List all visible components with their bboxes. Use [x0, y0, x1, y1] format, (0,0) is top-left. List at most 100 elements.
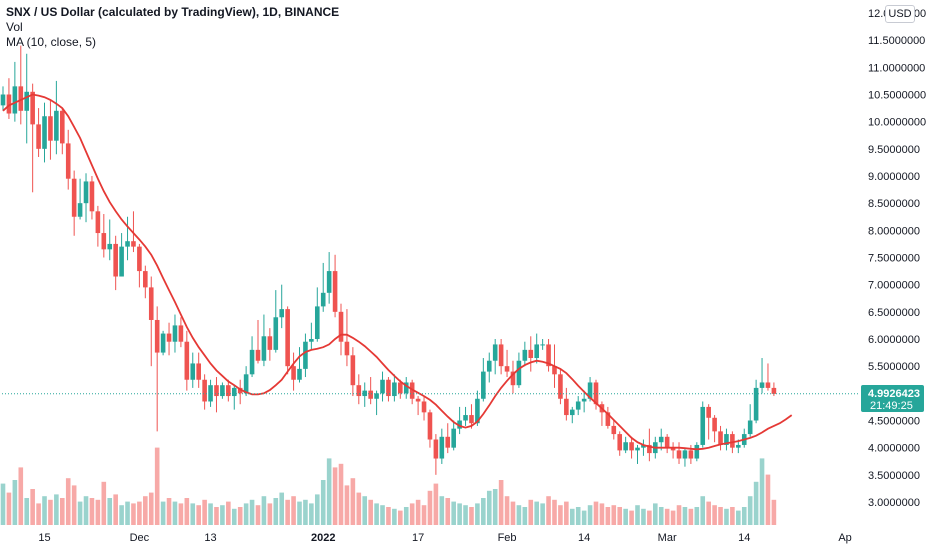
candle-body	[231, 387, 237, 397]
candle-countdown: 21:49:25	[870, 400, 913, 412]
volume-bar	[409, 503, 415, 525]
candle-body	[486, 360, 492, 372]
candle-body	[83, 181, 89, 204]
y-tick-label: 10.5000000	[868, 90, 926, 102]
candle-body	[629, 442, 634, 451]
candle-body	[463, 415, 468, 421]
candle-body	[166, 333, 172, 342]
volume-bar	[107, 498, 113, 525]
candle-body	[421, 401, 427, 413]
volume-bar	[380, 505, 385, 525]
volume-bar	[682, 507, 688, 525]
volume-bar	[635, 505, 640, 525]
candle-body	[664, 436, 670, 448]
candle-body	[368, 390, 373, 399]
volume-bar	[730, 507, 735, 525]
candle-body	[303, 341, 308, 369]
volume-bar	[724, 508, 729, 525]
volume-bar	[184, 498, 190, 525]
y-tick-label: 7.5000000	[868, 253, 920, 265]
volume-indicator-label[interactable]: Vol	[6, 20, 23, 34]
candle-body	[131, 241, 136, 247]
volume-bar	[457, 503, 462, 525]
candle-body	[415, 398, 421, 402]
volume-bar	[439, 496, 445, 525]
y-tick-label: 9.0000000	[868, 171, 920, 183]
volume-bar	[569, 508, 575, 525]
x-tick-label: 14	[738, 532, 750, 544]
volume-bar	[154, 447, 160, 525]
volume-bar	[226, 501, 231, 525]
volume-bar	[338, 463, 344, 525]
candle-body	[261, 336, 267, 361]
volume-bar	[356, 492, 362, 525]
candle-body	[113, 243, 118, 277]
volume-bar	[362, 496, 368, 525]
candle-body	[546, 344, 551, 367]
volume-bar	[469, 507, 474, 525]
volume-bar	[398, 510, 403, 525]
x-tick-label: 13	[204, 532, 216, 544]
y-tick-label: 3.0000000	[868, 497, 920, 509]
volume-bar	[143, 496, 148, 525]
candle-body	[623, 442, 628, 451]
candle-body	[291, 366, 296, 380]
candle-body	[469, 415, 474, 424]
volume-bar	[528, 499, 534, 525]
candle-body	[498, 344, 504, 367]
candle-body	[208, 385, 213, 402]
volume-bar	[368, 499, 373, 525]
volume-bar	[670, 510, 676, 525]
candle-body	[765, 382, 771, 388]
candle-body	[427, 412, 433, 440]
candle-body	[617, 434, 623, 451]
volume-bar	[332, 467, 338, 525]
candle-body	[700, 406, 706, 445]
volume-bar	[587, 505, 593, 525]
candle-body	[60, 110, 65, 144]
candle-body	[658, 436, 664, 443]
volume-bar	[481, 498, 486, 525]
candle-body	[569, 409, 575, 416]
volume-bar	[611, 505, 617, 525]
volume-bar	[160, 501, 166, 525]
candle-body	[439, 436, 445, 459]
x-tick-label: 15	[38, 532, 50, 544]
volume-bar	[445, 498, 451, 525]
candle-body	[398, 382, 403, 394]
candle-body	[184, 341, 190, 380]
currency-button[interactable]: USD	[885, 5, 915, 23]
candle-body	[581, 398, 587, 402]
volume-bar	[190, 503, 196, 525]
candle-body	[510, 371, 516, 386]
candle-body	[160, 333, 166, 353]
volume-bar	[285, 499, 290, 525]
volume-bar	[208, 503, 213, 525]
ma-indicator-label[interactable]: MA (10, close, 5)	[6, 35, 97, 49]
volume-bar	[492, 489, 498, 525]
symbol-title[interactable]: SNX / US Dollar (calculated by TradingVi…	[6, 5, 340, 19]
candle-body	[220, 385, 225, 397]
volume-bar	[581, 510, 587, 525]
volume-bar	[18, 467, 24, 525]
candle-body	[516, 360, 522, 386]
candle-body	[249, 349, 255, 375]
candle-body	[392, 382, 397, 397]
candle-body	[101, 233, 107, 250]
candle-body	[0, 94, 6, 106]
volume-bar	[664, 508, 670, 525]
volume-bars	[0, 447, 777, 525]
candle-body	[712, 417, 717, 432]
candle-body	[759, 382, 765, 388]
volume-bar	[427, 490, 433, 525]
volume-bar	[279, 492, 285, 525]
candle-body	[771, 387, 777, 394]
candle-body	[95, 211, 101, 234]
candle-body	[718, 431, 723, 445]
candle-body	[647, 444, 652, 454]
y-tick-label: 11.5000000	[868, 35, 925, 47]
candle-body	[154, 319, 160, 353]
candle-body	[6, 94, 12, 114]
y-tick-label: 7.0000000	[868, 280, 920, 292]
